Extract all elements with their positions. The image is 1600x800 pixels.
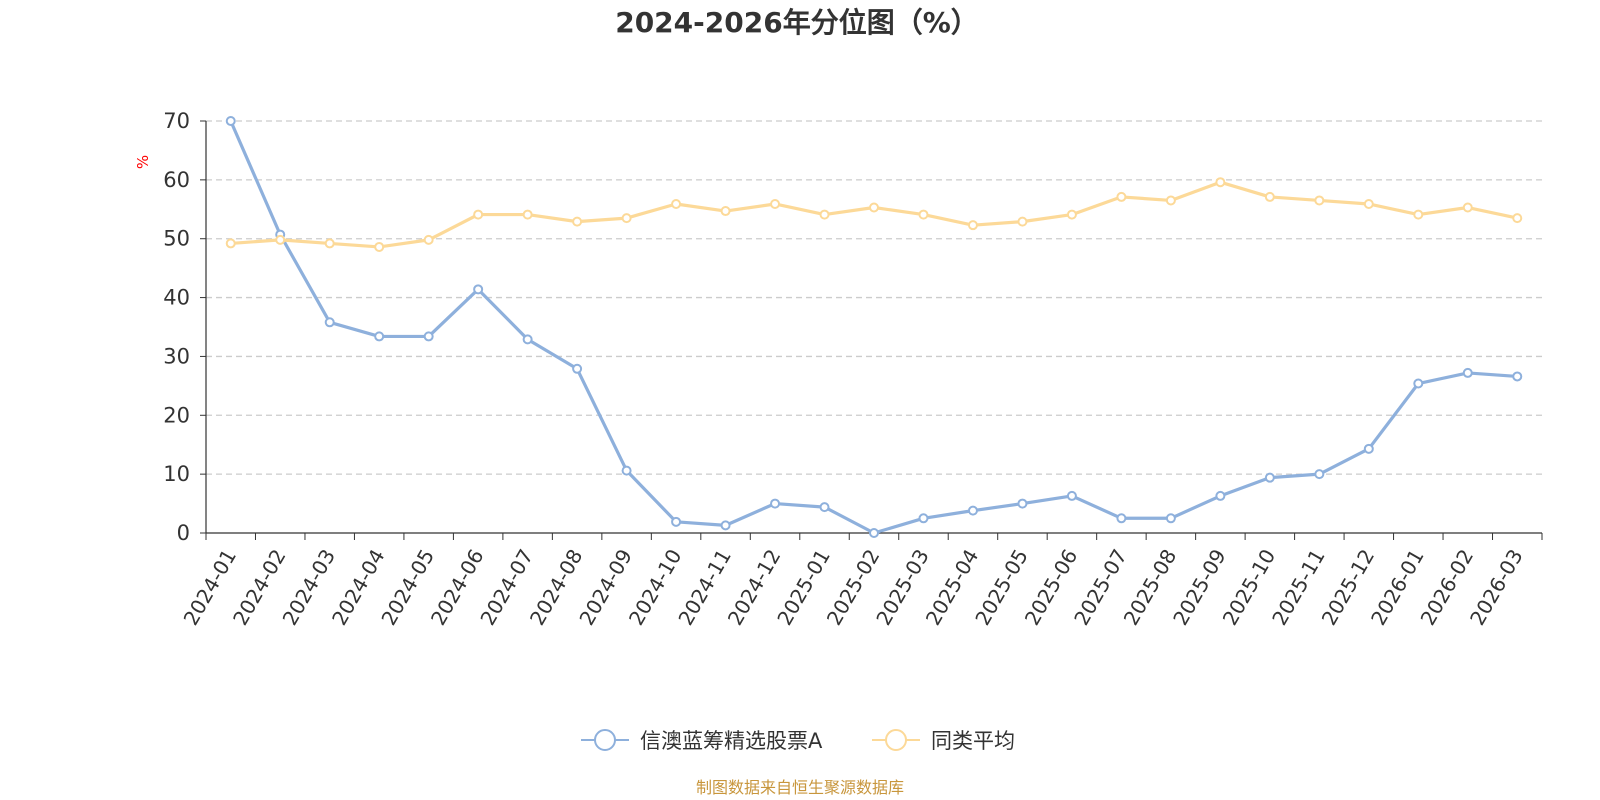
y-tick-label: 30 (163, 344, 190, 368)
data-point (1264, 472, 1275, 483)
data-point (423, 331, 434, 342)
legend-label: 信澳蓝筹精选股票A (640, 729, 823, 753)
data-point (473, 209, 484, 220)
data-point (1215, 490, 1226, 501)
x-axis: 2024-012024-022024-032024-042024-052024-… (179, 532, 1543, 629)
data-point (720, 520, 731, 531)
data-point (967, 505, 978, 516)
y-tick-label: 60 (163, 168, 190, 192)
data-point (225, 116, 236, 126)
data-point (720, 206, 731, 217)
y-tick-label: 50 (163, 227, 190, 251)
data-point (869, 528, 879, 538)
data-point (1017, 216, 1028, 227)
y-tick-label: 10 (163, 462, 190, 486)
data-point (324, 317, 335, 328)
data-point (1363, 443, 1374, 454)
data-point (1116, 513, 1127, 524)
data-point (572, 216, 583, 227)
legend[interactable]: 信澳蓝筹精选股票A 同类平均 (581, 729, 1015, 753)
series-1 (225, 116, 1523, 538)
y-tick-label: 20 (163, 403, 190, 427)
data-point (1413, 209, 1424, 220)
data-point (1462, 202, 1473, 213)
data-point (770, 498, 781, 509)
data-point (324, 238, 335, 249)
data-point (869, 202, 879, 213)
series-2 (225, 177, 1523, 252)
data-point (522, 209, 533, 220)
data-point (1215, 177, 1226, 188)
y-axis-label: % (134, 155, 152, 169)
data-point (572, 363, 583, 374)
data-point (1066, 490, 1077, 501)
data-point (770, 198, 781, 209)
data-point (1165, 195, 1176, 206)
data-point (1165, 513, 1176, 524)
data-point (1314, 469, 1325, 480)
data-point (1512, 371, 1523, 382)
legend-marker (594, 729, 616, 751)
chart-title: 2024-2026年分位图（%） (615, 6, 979, 39)
data-point (967, 220, 978, 231)
data-point (819, 209, 830, 220)
y-tick-label: 0 (177, 521, 190, 545)
y-tick-label: 40 (163, 286, 190, 310)
data-point (423, 234, 434, 245)
y-tick-label: 70 (163, 109, 190, 133)
data-point (522, 334, 533, 345)
legend-marker (885, 729, 907, 751)
legend-label: 同类平均 (931, 729, 1015, 753)
data-point (225, 238, 236, 249)
data-point (621, 213, 632, 224)
data-point (918, 513, 929, 524)
data-point (1017, 498, 1028, 509)
data-point (473, 284, 484, 295)
data-point (275, 234, 286, 245)
data-point (1413, 378, 1424, 389)
data-point (671, 198, 682, 209)
data-point (1363, 198, 1374, 209)
data-point (1066, 209, 1077, 220)
data-point (374, 241, 385, 252)
series-layer (225, 116, 1523, 538)
source-note: 制图数据来自恒生聚源数据库 (696, 778, 904, 797)
legend-item-1[interactable]: 信澳蓝筹精选股票A (581, 729, 823, 753)
data-point (918, 209, 929, 220)
y-axis: 0 10 20 30 40 50 60 70 (163, 109, 207, 545)
data-point (671, 516, 682, 527)
data-point (1462, 367, 1473, 378)
data-point (621, 465, 632, 476)
data-point (1314, 195, 1325, 206)
grid-lines (206, 120, 1542, 475)
legend-item-2[interactable]: 同类平均 (872, 729, 1015, 753)
data-point (819, 502, 830, 513)
data-point (374, 331, 385, 342)
data-point (1116, 191, 1127, 202)
data-point (1264, 191, 1275, 202)
series-line (229, 119, 1519, 535)
data-point (1512, 213, 1523, 224)
series-line (229, 180, 1519, 249)
